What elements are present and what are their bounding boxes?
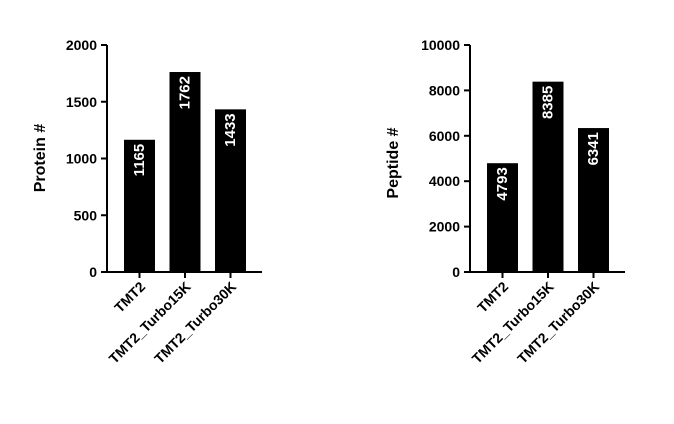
protein-y-axis-title: Protein # [32, 124, 49, 193]
peptide-data-label: 8385 [540, 86, 557, 119]
protein-data-label: 1165 [131, 144, 148, 177]
peptide-data-label: 4793 [494, 167, 511, 200]
protein-bar [215, 109, 246, 273]
protein-y-tick-label: 2000 [66, 37, 97, 53]
peptide-bars: 4793 8385 6341 [487, 81, 609, 273]
peptide-chart: Peptide # 4793 8385 6341 0 2000 4000 6000 8000… [385, 37, 625, 367]
protein-bar [124, 139, 155, 272]
peptide-y-tick-label: 2000 [429, 219, 460, 235]
protein-data-label: 1762 [177, 76, 194, 109]
peptide-data-label: 6341 [585, 132, 602, 165]
peptide-y-axis: 0 2000 4000 6000 8000 10000 [421, 37, 471, 280]
peptide-x-tick-label: TMT2 [474, 278, 511, 315]
protein-x-tick-label: TMT2_Turbo30K [151, 278, 239, 366]
protein-data-label: 1433 [222, 113, 239, 146]
protein-y-tick-label: 500 [74, 207, 98, 223]
peptide-y-tick-label: 6000 [429, 128, 460, 144]
protein-y-tick-label: 0 [89, 264, 97, 280]
peptide-y-axis-title: Peptide # [385, 127, 402, 198]
peptide-y-tick-label: 8000 [429, 82, 460, 98]
protein-y-axis: 0 500 1000 1500 2000 [66, 37, 108, 280]
peptide-x-tick-label: TMT2_Turbo30K [514, 278, 602, 366]
peptide-y-tick-label: 10000 [421, 37, 460, 53]
protein-bars: 1165 1762 1433 [124, 72, 246, 273]
peptide-bar [532, 81, 564, 273]
peptide-y-tick-label: 0 [452, 264, 460, 280]
peptide-bar [578, 128, 609, 272]
peptide-x-tick-label: TMT2_Turbo15K [469, 278, 557, 366]
protein-y-tick-label: 1500 [66, 94, 97, 110]
protein-y-tick-label: 1000 [66, 151, 97, 167]
protein-bar [169, 72, 201, 272]
protein-x-tick-label: TMT2_Turbo15K [106, 278, 194, 366]
peptide-bar [487, 163, 518, 272]
protein-x-tick-label: TMT2 [111, 278, 148, 315]
peptide-y-tick-label: 4000 [429, 173, 460, 189]
